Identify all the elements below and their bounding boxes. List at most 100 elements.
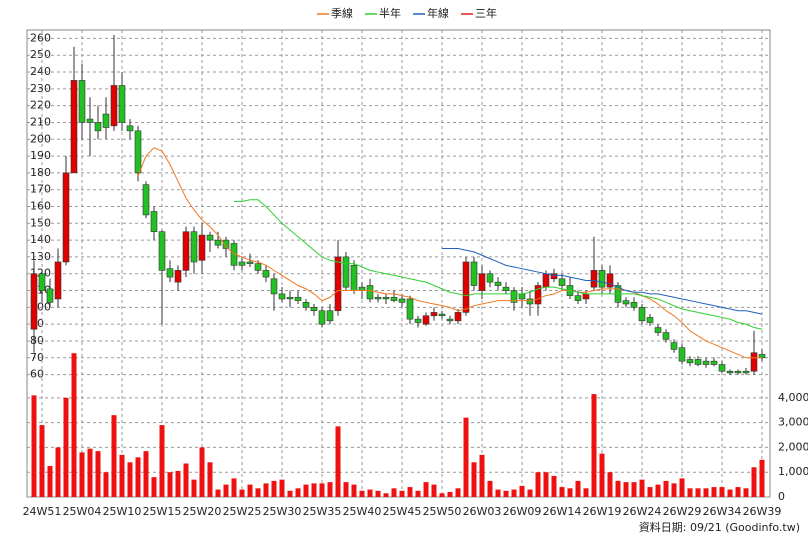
volume-bar <box>287 490 293 497</box>
y-tick-label: 140 <box>30 233 51 246</box>
volume-bar <box>199 447 205 497</box>
candle-body <box>166 268 174 278</box>
candle-body <box>254 263 262 271</box>
volume-bar <box>687 488 693 497</box>
candle-body <box>558 278 566 286</box>
candle-body <box>126 125 134 132</box>
candle-body <box>78 80 86 123</box>
x-tick-label: 25W10 <box>103 505 142 518</box>
volume-bar <box>727 489 733 497</box>
candle-body <box>374 296 382 300</box>
y-tick-label: 130 <box>30 250 51 263</box>
volume-bar <box>63 397 69 497</box>
volume-bar <box>367 489 373 497</box>
candle-body <box>574 295 582 301</box>
candle-body <box>518 293 526 300</box>
y2-tick-label: 1,000 <box>778 465 808 478</box>
volume-bar <box>207 462 213 497</box>
volume-bar <box>575 480 581 497</box>
candle-body <box>606 273 614 288</box>
candle-body <box>206 234 214 241</box>
candle-body <box>502 286 510 291</box>
candle-body <box>238 261 246 266</box>
candle-body <box>646 317 654 323</box>
candle-body <box>710 360 718 365</box>
candle-body <box>678 347 686 362</box>
volume-bar <box>583 488 589 497</box>
volume-bar <box>111 415 117 497</box>
source-note: 資料日期: 09/21 (Goodinfo.tw) <box>639 520 800 534</box>
candle-body <box>286 296 294 300</box>
volume-bar <box>95 451 101 497</box>
volume-bar <box>327 482 333 497</box>
volume-bar <box>463 417 469 497</box>
volume-bar <box>295 488 301 497</box>
legend-label: 半年 <box>379 6 401 20</box>
volume-bar <box>671 483 677 497</box>
candle-body <box>318 310 326 325</box>
candle-body <box>550 273 558 280</box>
candle-body <box>470 261 478 286</box>
volume-bar <box>223 484 229 497</box>
volume-bar <box>271 480 277 497</box>
candle-body <box>358 286 366 291</box>
y-tick-label: 200 <box>30 132 51 145</box>
candle-body <box>534 285 542 305</box>
candle-body <box>622 300 630 305</box>
candle-body <box>742 370 750 374</box>
volume-bar <box>711 487 717 497</box>
x-tick-label: 25W04 <box>63 505 102 518</box>
ma-line <box>442 248 763 315</box>
candle-body <box>182 231 190 271</box>
y-tick-label: 210 <box>30 115 51 128</box>
volume-bar <box>359 490 365 497</box>
candle-body <box>638 307 646 322</box>
candle-body <box>46 288 54 303</box>
candle-body <box>366 285 374 300</box>
x-tick-label: 26W14 <box>543 505 582 518</box>
volume-bar <box>167 472 173 497</box>
volume-bar <box>495 489 501 497</box>
volume-bar <box>479 454 485 497</box>
volume-bar <box>719 487 725 497</box>
candle-body <box>510 290 518 303</box>
candle-body <box>446 318 454 322</box>
volume-bar <box>631 482 637 497</box>
candle-body <box>398 298 406 303</box>
volume-bar <box>519 485 525 497</box>
candle-body <box>390 296 398 301</box>
plot-frame <box>26 29 771 498</box>
candle-body <box>582 293 590 300</box>
candle-body <box>694 359 702 365</box>
volume-bar <box>431 484 437 497</box>
x-tick-label: 25W30 <box>263 505 302 518</box>
volume-bar <box>375 490 381 497</box>
ma-line <box>234 199 763 330</box>
volume-bar <box>471 462 477 497</box>
candle-body <box>62 172 70 263</box>
candle-body <box>430 312 438 317</box>
candle-body <box>494 281 502 286</box>
candle-body <box>422 315 430 325</box>
candle-body <box>382 296 390 300</box>
x-tick-label: 25W50 <box>423 505 462 518</box>
candle-body <box>38 273 46 291</box>
volume-bar <box>559 487 565 497</box>
x-tick-label: 25W45 <box>383 505 422 518</box>
candle-body <box>310 307 318 312</box>
volume-bar <box>55 447 61 497</box>
volume-bar <box>247 484 253 497</box>
x-tick-label: 26W09 <box>503 505 542 518</box>
candle-body <box>462 261 470 313</box>
volume-bar <box>311 483 317 497</box>
y-tick-label: 190 <box>30 149 51 162</box>
volume-bar <box>591 394 597 497</box>
volume-bar <box>759 459 765 497</box>
candle-body <box>118 85 126 123</box>
volume-bar <box>567 488 573 497</box>
volume-bar <box>679 478 685 497</box>
volume-bar <box>487 480 493 497</box>
candle-body <box>174 270 182 283</box>
candle-body <box>102 113 110 128</box>
